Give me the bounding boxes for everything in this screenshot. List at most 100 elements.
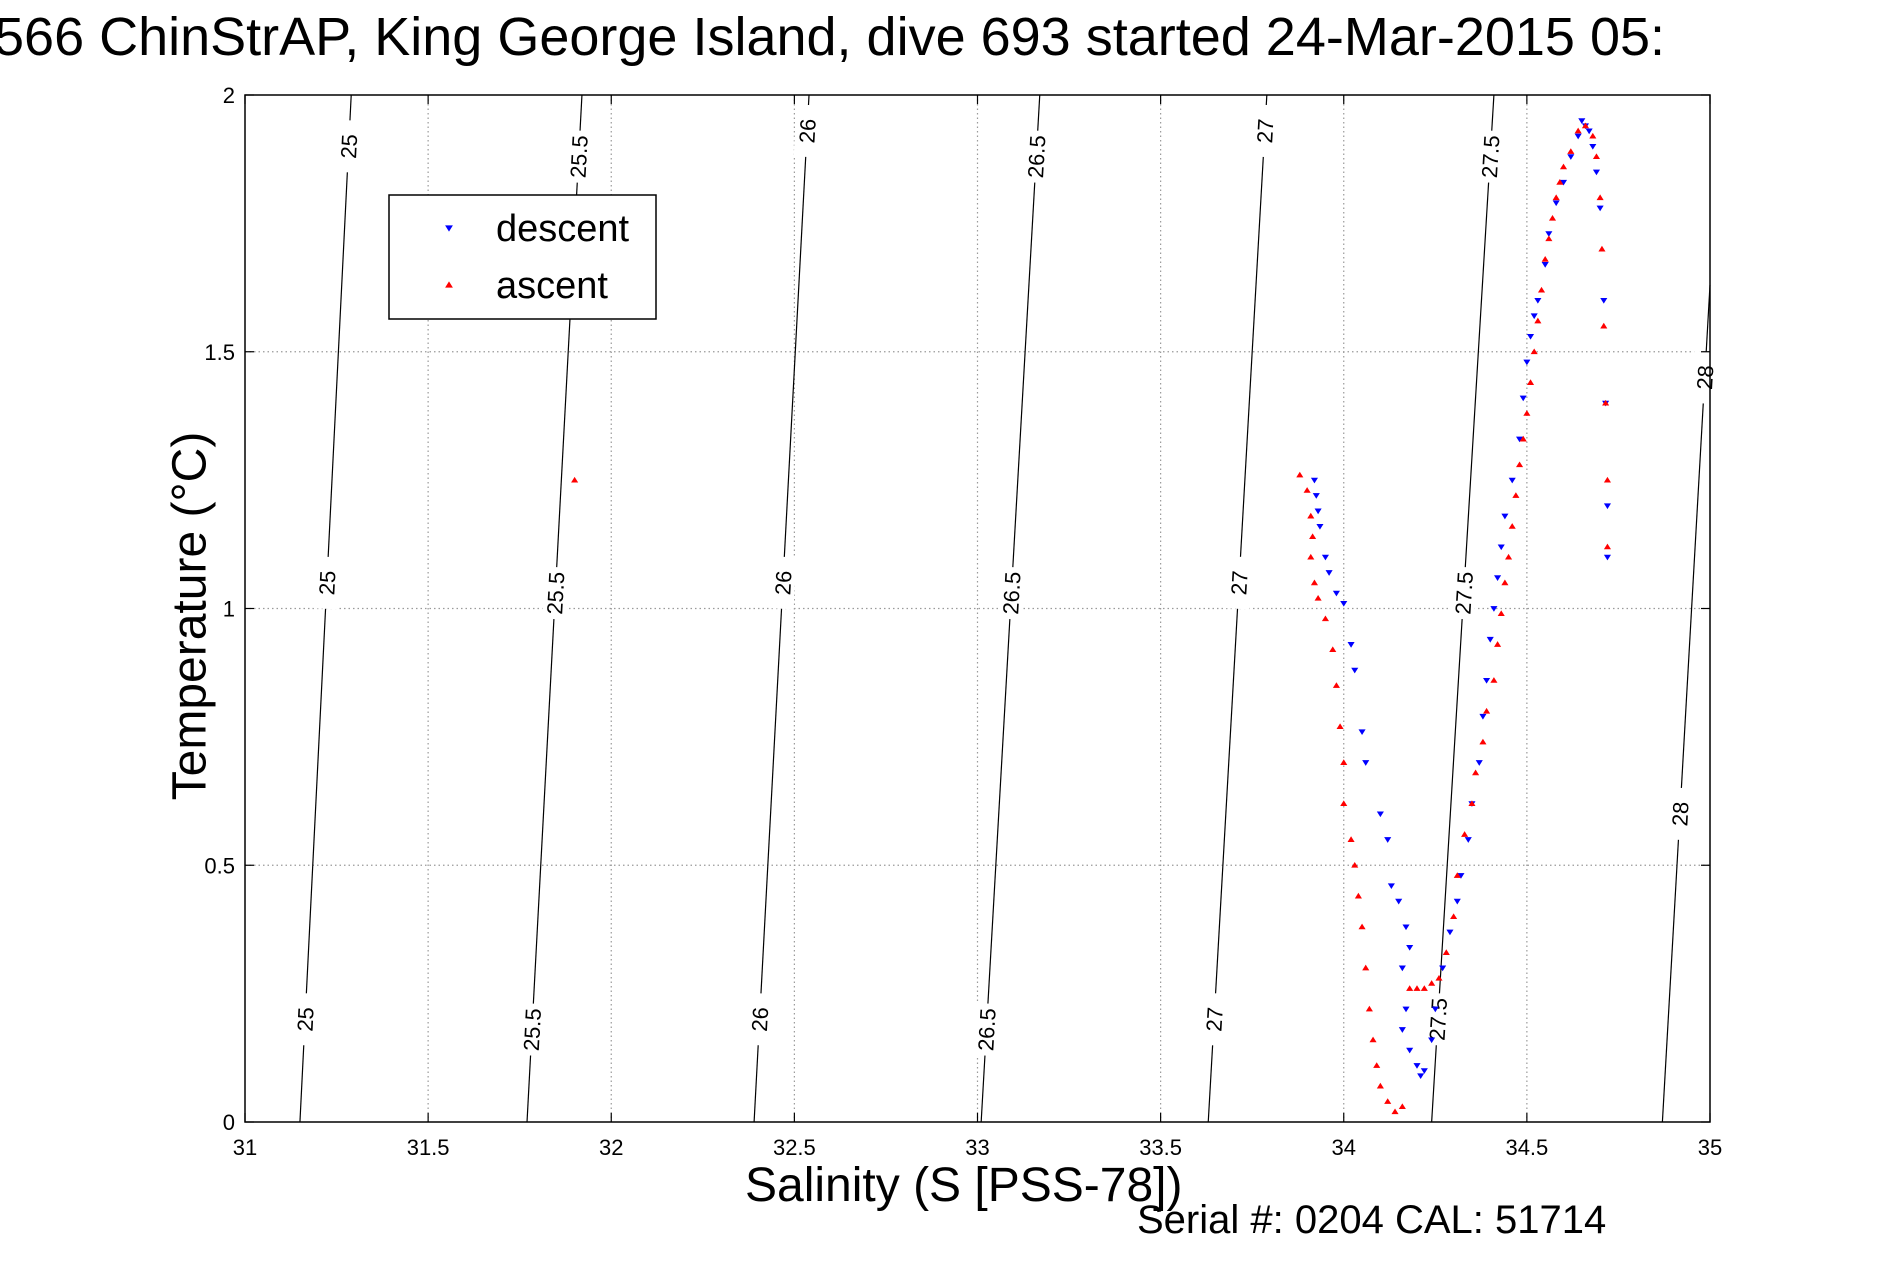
ascent-point bbox=[1574, 127, 1582, 134]
ascent-point bbox=[1362, 964, 1370, 971]
ascent-point bbox=[1530, 348, 1538, 355]
ascent-point bbox=[1526, 379, 1535, 385]
descent-point bbox=[1395, 898, 1403, 905]
density-contour-label-bg bbox=[1476, 129, 1504, 184]
ascent-point bbox=[1384, 1098, 1392, 1104]
descent-point bbox=[1596, 205, 1604, 212]
axis-ticks: 31 31.5 32 32.5 33 33.5 34 34.5 35 0 0.5 1 1.5 2 bbox=[204, 83, 1722, 1160]
descent-point bbox=[1603, 554, 1611, 561]
y-tick-label: 2 bbox=[223, 83, 235, 108]
descent-point bbox=[1321, 554, 1329, 561]
ascent-point bbox=[1420, 985, 1428, 991]
density-contour-label: 26.5 bbox=[1023, 135, 1050, 179]
density-contour-label: 25 bbox=[314, 570, 340, 596]
descent-point bbox=[1439, 965, 1447, 972]
density-contour-label: 25.5 bbox=[566, 135, 593, 179]
legend-descent-marker bbox=[445, 225, 453, 232]
y-tick-label: 0 bbox=[223, 1110, 235, 1135]
descent-point bbox=[1314, 508, 1322, 515]
descent-point bbox=[1428, 1037, 1436, 1044]
density-contour-label-bg bbox=[335, 119, 362, 173]
density-contour-label-bg bbox=[1691, 350, 1719, 405]
density-contour-label-bg bbox=[1424, 992, 1452, 1046]
descent-point bbox=[1497, 544, 1505, 551]
ascent-point bbox=[1512, 492, 1520, 498]
density-contours: 25 25 25 25.5 25.5 25.5 26 26 26 26.5 26.5 26.5 27 27… bbox=[291, 94, 1719, 1123]
density-contour-label-bg bbox=[769, 556, 797, 610]
density-contour-label: 27.5 bbox=[1425, 997, 1453, 1041]
descent-point bbox=[1413, 1063, 1421, 1069]
descent-point bbox=[1358, 729, 1366, 736]
descent-point bbox=[1486, 636, 1494, 643]
ascent-point bbox=[1505, 553, 1513, 560]
ascent-point bbox=[1336, 723, 1344, 730]
x-tick-label: 33 bbox=[965, 1135, 989, 1160]
y-axis-label: Temperature (°C) bbox=[163, 431, 217, 801]
descent-point bbox=[1387, 883, 1395, 890]
ascent-point bbox=[1523, 410, 1531, 416]
ascent-point bbox=[1413, 985, 1421, 991]
descent-point bbox=[1578, 118, 1586, 124]
legend: descent ascent bbox=[388, 194, 657, 320]
ascent-point bbox=[1329, 646, 1337, 652]
descent-point bbox=[1310, 477, 1318, 484]
ascent-point bbox=[1347, 836, 1355, 842]
density-contour-label: 27 bbox=[1252, 118, 1278, 144]
ascent-point bbox=[1365, 1005, 1373, 1012]
density-contour-label-bg bbox=[1022, 129, 1050, 184]
density-contour-label: 27 bbox=[1201, 1006, 1227, 1032]
descent-point bbox=[1464, 837, 1472, 843]
ascent-point bbox=[1497, 610, 1505, 617]
ascent-point bbox=[1398, 1103, 1406, 1109]
density-contour-label: 28 bbox=[1692, 365, 1718, 391]
ascent-point bbox=[1559, 163, 1568, 170]
descent-point bbox=[1417, 1073, 1425, 1080]
descent-point bbox=[1603, 503, 1611, 510]
descent-point bbox=[1325, 570, 1333, 576]
ascent-point bbox=[1450, 913, 1458, 919]
density-contour-label: 26.5 bbox=[973, 1008, 1000, 1052]
density-contour-label: 25.5 bbox=[542, 571, 569, 615]
descent-point bbox=[1589, 143, 1597, 150]
descent-point bbox=[1523, 359, 1531, 366]
ascent-point bbox=[1296, 471, 1304, 478]
ascent-point bbox=[1369, 1036, 1377, 1043]
descent-point bbox=[1494, 575, 1502, 581]
legend-box bbox=[388, 194, 657, 320]
density-contour-label: 26 bbox=[794, 118, 820, 144]
ascent-point bbox=[571, 476, 579, 483]
x-tick-label: 32.5 bbox=[773, 1135, 816, 1160]
ascent-point bbox=[1391, 1108, 1399, 1115]
density-contour-label: 26 bbox=[747, 1006, 773, 1032]
ascent-point bbox=[1501, 579, 1509, 586]
descent-point bbox=[1376, 811, 1384, 818]
x-tick-label: 34 bbox=[1332, 1135, 1356, 1160]
descent-point bbox=[1402, 924, 1410, 931]
data-points bbox=[571, 118, 1611, 1115]
ascent-point bbox=[1472, 769, 1480, 776]
density-contour-label: 25 bbox=[292, 1006, 318, 1032]
ascent-point bbox=[1537, 286, 1546, 293]
descent-point bbox=[1490, 606, 1498, 612]
descent-point bbox=[1340, 600, 1348, 607]
density-contour-label-bg bbox=[518, 1002, 546, 1057]
ascent-point bbox=[1468, 800, 1476, 807]
ascent-point bbox=[1483, 707, 1491, 714]
ascent-point bbox=[1428, 980, 1436, 986]
descent-point bbox=[1501, 513, 1509, 520]
ascent-point bbox=[1589, 132, 1597, 139]
ascent-point bbox=[1556, 179, 1564, 185]
descent-point bbox=[1398, 965, 1406, 972]
density-contour-label-bg bbox=[565, 130, 593, 184]
ascent-point bbox=[1534, 317, 1542, 324]
ascent-point bbox=[1307, 553, 1315, 560]
y-tick-label: 1 bbox=[223, 597, 235, 622]
descent-point bbox=[1475, 760, 1483, 766]
density-contour-label-bg bbox=[997, 566, 1025, 620]
density-contour-label-bg bbox=[972, 1002, 1000, 1057]
descent-point bbox=[1534, 298, 1542, 304]
ascent-point bbox=[1340, 800, 1348, 807]
ascent-point bbox=[1303, 487, 1311, 493]
density-contour-label: 26.5 bbox=[998, 571, 1025, 615]
descent-point bbox=[1420, 1068, 1428, 1074]
